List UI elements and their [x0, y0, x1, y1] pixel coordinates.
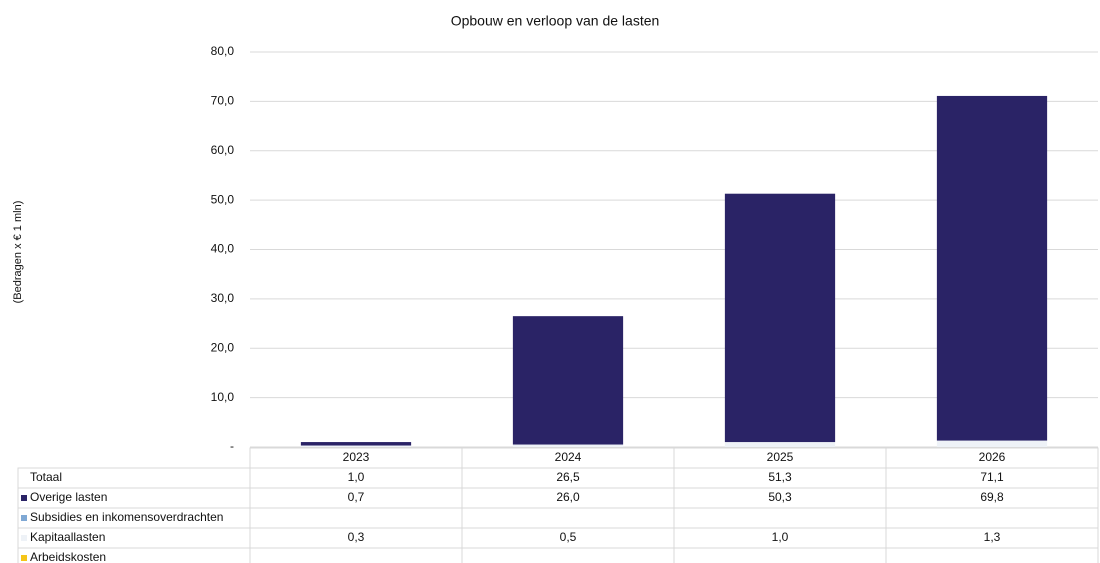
y-tick-label: 40,0 — [211, 242, 235, 256]
chart-title: Opbouw en verloop van de lasten — [451, 13, 660, 29]
legend-swatch — [21, 495, 27, 501]
bar-segment — [512, 444, 624, 447]
bar-segment — [724, 442, 836, 447]
table-value: 1,0 — [772, 530, 789, 544]
bar-segment — [300, 442, 412, 446]
legend-label: Totaal — [30, 470, 62, 484]
table-value: 0,7 — [348, 490, 365, 504]
x-tick-label: 2026 — [979, 450, 1006, 464]
y-tick-label: - — [230, 439, 234, 453]
legend-label: Subsidies en inkomensoverdrachten — [30, 510, 223, 524]
y-tick-label: 80,0 — [211, 44, 235, 58]
y-tick-label: 30,0 — [211, 291, 235, 305]
bar-segment — [724, 193, 836, 443]
bar-segment — [300, 445, 412, 447]
x-tick-label: 2025 — [767, 450, 794, 464]
table-value: 50,3 — [768, 490, 792, 504]
y-tick-label: 60,0 — [211, 143, 235, 157]
table-row — [17, 527, 1099, 549]
legend-label: Overige lasten — [30, 490, 107, 504]
legend-label: Kapitaallasten — [30, 530, 105, 544]
legend-swatch — [21, 535, 27, 541]
table-value: 26,0 — [556, 490, 580, 504]
bar-segment — [512, 316, 624, 445]
table-value: 1,3 — [984, 530, 1001, 544]
x-tick-label: 2023 — [343, 450, 370, 464]
table-value: 0,5 — [560, 530, 577, 544]
table-row — [17, 547, 1099, 563]
table-value: 1,0 — [348, 470, 365, 484]
bar-segment — [936, 95, 1048, 441]
y-tick-label: 20,0 — [211, 340, 235, 354]
table-value: 71,1 — [980, 470, 1004, 484]
table-value: 51,3 — [768, 470, 792, 484]
table-value: 26,5 — [556, 470, 580, 484]
y-axis-label: (Bedragen x € 1 mln) — [12, 201, 24, 304]
x-tick-label: 2024 — [555, 450, 582, 464]
y-tick-label: 50,0 — [211, 192, 235, 206]
y-tick-label: 10,0 — [211, 390, 235, 404]
table-value: 69,8 — [980, 490, 1004, 504]
legend-swatch — [21, 555, 27, 561]
table-value: 0,3 — [348, 530, 365, 544]
bar-segment — [936, 440, 1048, 447]
legend-swatch — [21, 515, 27, 521]
legend-label: Arbeidskosten — [30, 550, 106, 563]
y-tick-label: 70,0 — [211, 94, 235, 108]
